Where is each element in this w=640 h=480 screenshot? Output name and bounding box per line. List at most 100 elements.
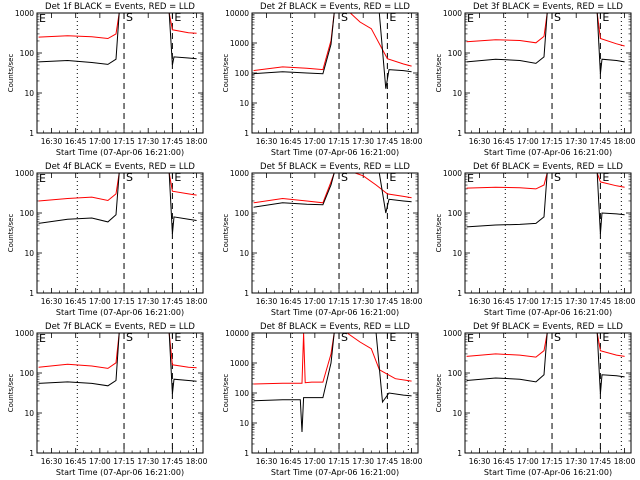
y-tick-label: 1000 [443,169,462,178]
x-tick-label: 16:30 [41,137,63,146]
y-tick-label: 1000 [15,169,34,178]
left-marker-label: E [39,12,46,25]
x-tick-label: 17:30 [352,137,374,146]
x-tick-label: 17:00 [89,457,111,466]
marker-label: E [602,331,609,344]
panel-title: Det 5f BLACK = Events, RED = LLD [260,162,410,172]
x-tick-label: 18:00 [186,457,208,466]
y-tick-label: 10 [239,249,249,258]
panel-title: Det 2f BLACK = Events, RED = LLD [260,2,410,12]
marker-label: E [174,11,181,24]
x-tick-label: 17:45 [377,137,399,146]
lld-series-line [466,333,625,358]
marker-label: E [174,171,181,184]
x-tick-label: 17:45 [162,297,184,306]
y-tick-label: 100 [235,69,250,78]
events-series-line [466,333,625,394]
x-tick-label: 17:15 [541,297,563,306]
marker-label: S [341,171,348,184]
lld-series-line [253,333,412,385]
panel-title: Det 6f BLACK = Events, RED = LLD [473,162,623,172]
x-tick-label: 17:00 [517,457,539,466]
left-marker-label: E [39,332,46,345]
x-tick-label: 16:45 [65,457,87,466]
y-tick-label: 1000 [230,169,249,178]
plot-frame [251,12,419,134]
panel-7: Det 7f BLACK = Events, RED = LLD Counts/s… [7,322,208,477]
x-tick-label: 17:30 [352,457,374,466]
x-tick-label: 17:00 [89,297,111,306]
x-tick-label: 17:45 [162,457,184,466]
y-tick-label: 10000 [225,329,249,338]
panel-1: Det 1f BLACK = Events, RED = LLD Counts/s… [7,2,208,157]
y-tick-label: 100 [448,49,463,58]
y-tick-label: 1000 [443,329,462,338]
marker-label: E [389,11,396,24]
lld-series-line [466,13,625,47]
events-series-line [253,333,412,433]
x-tick-label: 17:45 [377,297,399,306]
events-series-line [253,173,412,214]
lld-series-line [253,13,412,72]
plot-frame [36,172,204,294]
y-axis-label: Counts/sec [435,54,443,93]
lld-series-line [38,173,197,202]
x-tick-label: 17:15 [541,457,563,466]
plot-frame [36,12,204,134]
x-tick-label: 16:30 [469,297,491,306]
x-tick-label: 18:00 [186,297,208,306]
lld-series-line [38,13,197,40]
y-tick-label: 1000 [230,359,249,368]
marker-label: S [126,331,133,344]
panel-title: Det 1f BLACK = Events, RED = LLD [45,2,195,12]
y-tick-label: 10 [24,249,34,258]
y-tick-label: 100 [20,49,35,58]
marker-label: S [554,171,561,184]
y-axis-label: Counts/sec [7,214,15,253]
x-tick-label: 17:45 [590,457,612,466]
y-tick-label: 100 [235,209,250,218]
left-marker-label: E [467,12,474,25]
y-axis-label: Counts/sec [222,54,230,93]
x-tick-label: 18:00 [401,457,423,466]
marker-label: S [341,11,348,24]
plot-frame [464,332,632,454]
y-tick-label: 1000 [15,9,34,18]
x-tick-label: 17:00 [517,297,539,306]
x-tick-label: 16:30 [469,137,491,146]
x-tick-label: 17:45 [162,137,184,146]
marker-label: S [126,11,133,24]
x-tick-label: 17:45 [590,137,612,146]
left-marker-label: E [467,172,474,185]
x-tick-label: 17:30 [137,457,159,466]
panel-6: Det 6f BLACK = Events, RED = LLD Counts/s… [435,162,636,317]
y-tick-label: 10 [452,409,462,418]
y-tick-label: 100 [235,389,250,398]
y-axis-label: Counts/sec [435,214,443,253]
marker-label: E [389,171,396,184]
y-tick-label: 100 [448,369,463,378]
panel-title: Det 7f BLACK = Events, RED = LLD [45,322,195,332]
x-tick-label: 16:45 [280,137,302,146]
y-tick-label: 1000 [15,329,34,338]
lld-series-line [253,173,412,204]
events-series-line [38,333,197,394]
lld-series-line [466,173,625,190]
y-tick-label: 10000 [225,9,249,18]
panel-title: Det 3f BLACK = Events, RED = LLD [473,2,623,12]
y-tick-label: 10 [24,89,34,98]
marker-label: E [174,331,181,344]
y-axis-label: Counts/sec [7,374,15,413]
x-tick-label: 18:00 [614,457,636,466]
y-tick-label: 1000 [443,9,462,18]
plot-frame [464,172,632,294]
y-tick-label: 10 [24,409,34,418]
y-tick-label: 10 [452,89,462,98]
x-tick-label: 16:45 [493,137,515,146]
x-tick-label: 17:00 [517,137,539,146]
panel-4: Det 4f BLACK = Events, RED = LLD Counts/s… [7,162,208,317]
x-tick-label: 17:15 [328,297,350,306]
y-tick-label: 1 [244,289,249,298]
y-tick-label: 100 [20,209,35,218]
